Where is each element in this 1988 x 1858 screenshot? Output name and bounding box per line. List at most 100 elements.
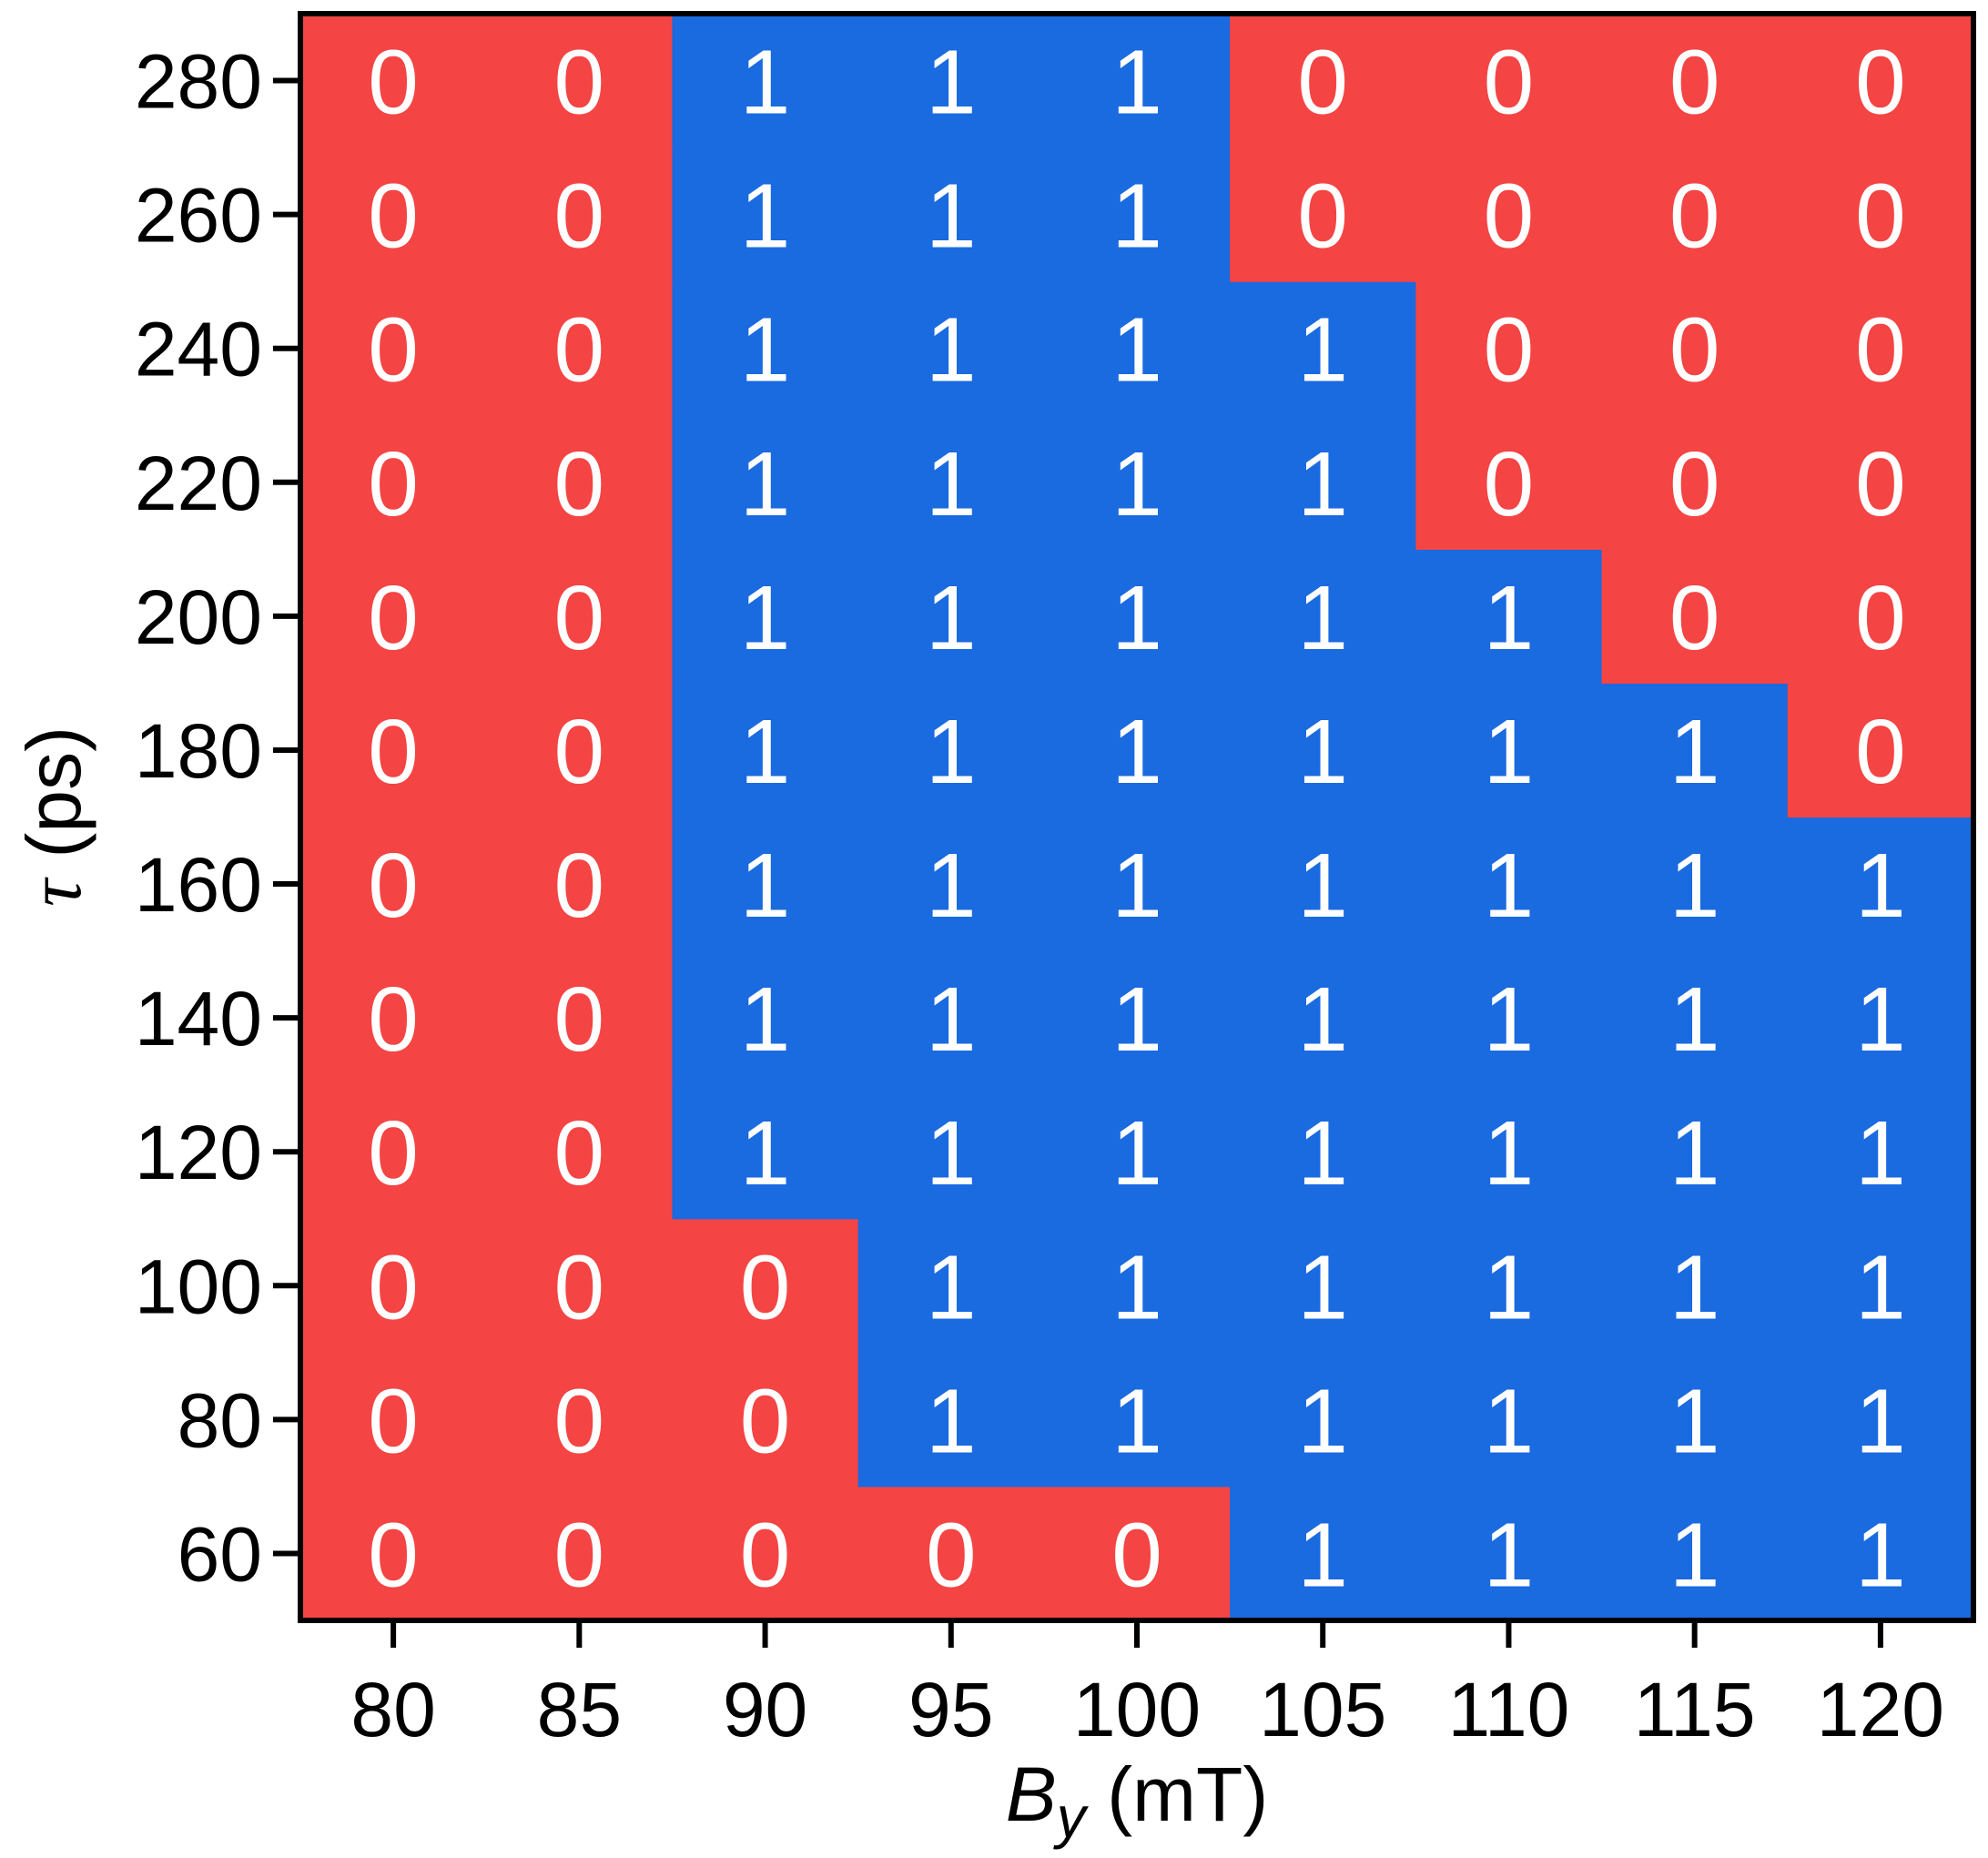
heatmap-cell (672, 281, 859, 416)
heatmap-cell (486, 1352, 674, 1487)
heatmap-cell (1601, 1352, 1789, 1487)
cell-value-label: 1 (740, 300, 791, 401)
heatmap-cell (1043, 147, 1231, 282)
y-axis: 60 80 100 120 140 160 180 200 220 240 260 280 (135, 39, 298, 1597)
cell-value-label: 1 (740, 433, 791, 535)
heatmap-cell (1415, 147, 1603, 282)
heatmap-cell (300, 950, 487, 1086)
heatmap-cell (857, 817, 1045, 952)
heatmap-cell (300, 549, 487, 685)
cell-value-label: 1 (740, 835, 791, 937)
heatmap-cell (857, 14, 1045, 148)
cell-value-label: 1 (1111, 969, 1162, 1071)
heatmap-cell (300, 415, 487, 550)
cell-value-label: 0 (554, 300, 605, 401)
heatmap-cell (857, 147, 1045, 282)
heatmap-cell (672, 1218, 859, 1354)
cell-value-label: 0 (368, 969, 419, 1071)
heatmap-cell (300, 683, 487, 818)
cell-value-label: 1 (926, 567, 977, 669)
heatmap-cell (1043, 415, 1231, 550)
cell-value-label: 1 (1484, 1236, 1535, 1338)
heatmap-cell (1601, 1084, 1789, 1220)
cell-value-label: 0 (368, 1102, 419, 1204)
heatmap-cell (1230, 147, 1416, 282)
cell-value-label: 1 (1855, 1236, 1906, 1338)
cell-value-label: 1 (1669, 969, 1720, 1071)
heatmap-cell (1043, 1218, 1231, 1354)
heatmap-cell (1230, 683, 1416, 818)
x-tick-label: 90 (723, 1667, 807, 1752)
heatmap-cell (1601, 817, 1789, 952)
y-tick-label: 280 (135, 39, 262, 125)
cell-value-label: 1 (926, 701, 977, 803)
cell-value-label: 1 (1669, 835, 1720, 937)
cell-value-label: 0 (554, 1236, 605, 1338)
cell-value-label: 1 (1111, 835, 1162, 937)
cell-value-label: 0 (1484, 166, 1535, 268)
cell-value-label: 1 (926, 32, 977, 134)
cell-value-label: 1 (1669, 1236, 1720, 1338)
cell-value-label: 1 (926, 1236, 977, 1338)
cell-value-label: 1 (1297, 1504, 1348, 1606)
heatmap-cell (486, 817, 674, 952)
heatmap-cell (1787, 281, 1974, 416)
x-tick-label: 100 (1073, 1667, 1201, 1752)
cell-value-label: 1 (1669, 1504, 1720, 1606)
cell-value-label: 1 (1297, 1102, 1348, 1204)
heatmap-cell (1415, 14, 1603, 148)
heatmap-cell (1601, 1486, 1789, 1621)
cell-value-label: 0 (1297, 32, 1348, 134)
cell-value-label: 0 (926, 1504, 977, 1606)
cell-value-label: 0 (1669, 32, 1720, 134)
cell-value-label: 1 (1855, 1370, 1906, 1472)
heatmap-cell (1415, 415, 1603, 550)
heatmap-cell (1230, 1084, 1416, 1220)
heatmap-cell (1787, 549, 1974, 685)
cell-value-label: 1 (1297, 835, 1348, 937)
x-tick-label: 85 (537, 1667, 622, 1752)
heatmap-cell (486, 14, 674, 148)
heatmap-cell (1230, 1352, 1416, 1487)
heatmap-cell (1787, 147, 1974, 282)
heatmap-cell (1787, 1486, 1974, 1621)
x-tick-label: 95 (908, 1667, 993, 1752)
y-tick-label: 220 (135, 441, 262, 526)
heatmap-cell (1230, 1486, 1416, 1621)
y-tick-label: 160 (135, 842, 262, 928)
heatmap-cell (300, 1218, 487, 1354)
cell-value-label: 1 (926, 1102, 977, 1204)
cell-value-label: 0 (368, 567, 419, 669)
cell-value-label: 0 (1855, 32, 1906, 134)
y-tick-label: 260 (135, 173, 262, 259)
heatmap-cell (1787, 683, 1974, 818)
cell-value-label: 1 (926, 835, 977, 937)
heatmap-cell (1601, 147, 1789, 282)
heatmap-cell (1043, 950, 1231, 1086)
cell-value-label: 0 (554, 166, 605, 268)
y-tick-label: 60 (178, 1511, 262, 1597)
cell-value-label: 0 (554, 433, 605, 535)
heatmap-cell (1415, 950, 1603, 1086)
heatmap-cell (1043, 683, 1231, 818)
cell-value-label: 1 (1297, 701, 1348, 803)
heatmap-cell (672, 1084, 859, 1220)
heatmap-cell (1787, 950, 1974, 1086)
heatmap-cell (486, 147, 674, 282)
cell-value-label: 1 (1111, 567, 1162, 669)
cell-value-label: 1 (1111, 433, 1162, 535)
heatmap-cell (1043, 549, 1231, 685)
cell-value-label: 1 (1111, 300, 1162, 401)
cell-value-label: 1 (1855, 1102, 1906, 1204)
x-tick-label: 110 (1447, 1667, 1569, 1752)
heatmap-cell (1787, 1352, 1974, 1487)
cell-value-label: 0 (554, 1102, 605, 1204)
heatmap-cell (1230, 950, 1416, 1086)
cell-value-label: 0 (1669, 166, 1720, 268)
heatmap-cell (1415, 683, 1603, 818)
heatmap-cell (1043, 1486, 1231, 1621)
heatmap-cell (486, 950, 674, 1086)
cell-value-label: 1 (1484, 1504, 1535, 1606)
x-tick-label: 105 (1259, 1667, 1386, 1752)
